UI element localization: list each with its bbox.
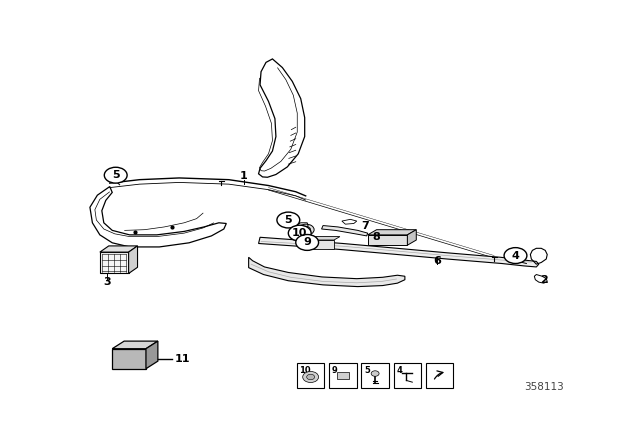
Polygon shape: [112, 341, 158, 349]
Polygon shape: [146, 341, 158, 369]
Text: 1: 1: [240, 171, 248, 181]
Text: 5: 5: [285, 215, 292, 225]
Polygon shape: [100, 246, 138, 252]
Polygon shape: [321, 225, 367, 236]
Text: 9: 9: [303, 237, 311, 247]
Bar: [426, 363, 453, 388]
Polygon shape: [367, 230, 416, 235]
Bar: [309, 240, 334, 249]
Circle shape: [303, 371, 319, 383]
Polygon shape: [249, 257, 405, 287]
Circle shape: [104, 167, 127, 183]
Text: 8: 8: [372, 232, 381, 242]
Text: 10: 10: [300, 366, 311, 375]
Circle shape: [307, 374, 315, 380]
Text: 4: 4: [396, 366, 402, 375]
Text: 7: 7: [362, 221, 369, 231]
Text: 9: 9: [332, 366, 337, 375]
Bar: [297, 363, 324, 388]
Polygon shape: [129, 246, 138, 273]
Circle shape: [504, 248, 527, 263]
Text: 11: 11: [174, 354, 189, 364]
Polygon shape: [309, 237, 340, 240]
Text: 6: 6: [433, 256, 441, 266]
Text: 4: 4: [511, 250, 520, 261]
Text: 5: 5: [364, 366, 370, 375]
Text: 2: 2: [540, 275, 548, 285]
Polygon shape: [407, 230, 416, 245]
Circle shape: [288, 225, 311, 241]
Circle shape: [301, 227, 310, 233]
Circle shape: [296, 234, 319, 250]
Bar: [362, 363, 388, 388]
Circle shape: [298, 224, 314, 235]
Text: 5: 5: [112, 170, 120, 180]
Bar: [367, 235, 408, 245]
Circle shape: [371, 371, 379, 376]
Polygon shape: [337, 372, 349, 379]
Text: 10: 10: [292, 228, 307, 238]
Circle shape: [277, 212, 300, 228]
Bar: [112, 349, 146, 369]
Bar: [100, 252, 129, 273]
Polygon shape: [259, 237, 539, 267]
Text: 358113: 358113: [524, 382, 564, 392]
Bar: [394, 363, 421, 388]
Bar: [329, 363, 356, 388]
Text: 3: 3: [104, 277, 111, 287]
